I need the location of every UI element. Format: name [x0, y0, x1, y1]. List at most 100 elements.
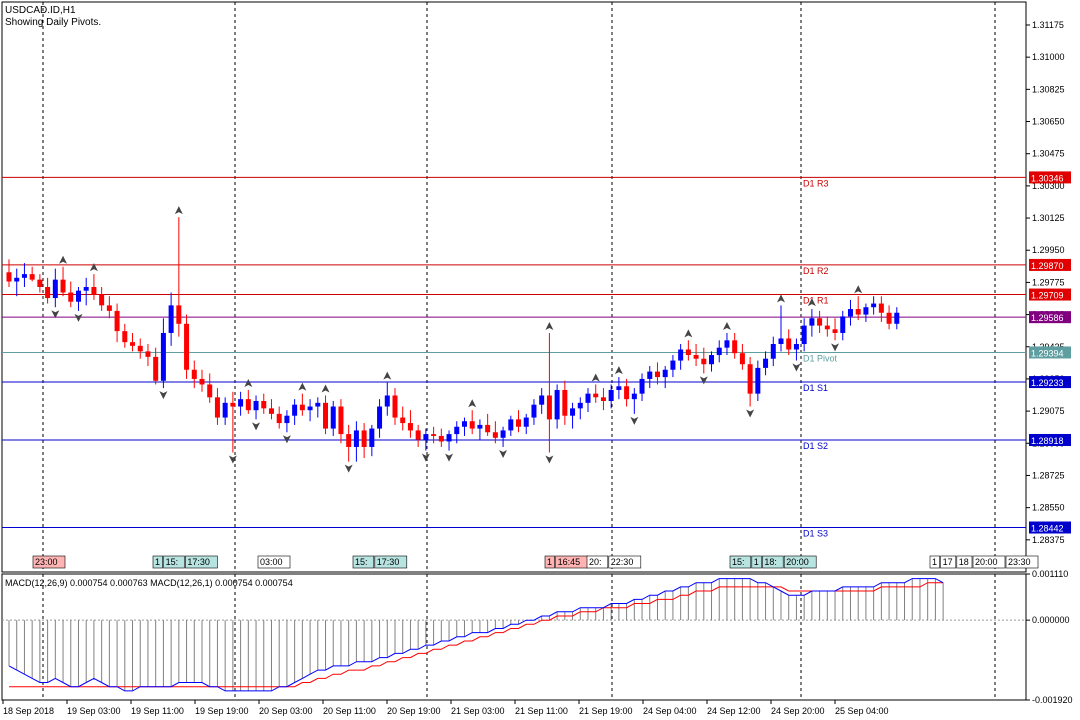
macd-header: MACD(12,26,9) 0.000754 0.000763 MACD(12,… — [5, 578, 293, 588]
candle-body — [732, 340, 738, 354]
candle-body — [531, 404, 537, 418]
candle-body — [755, 367, 761, 394]
price-tag — [1029, 258, 1071, 271]
pivot-label: D1 S3 — [803, 529, 828, 539]
pivot-label: D1 S2 — [803, 441, 828, 451]
time-tick-label: 24 Sep 04:00 — [643, 706, 697, 716]
fractal-down-arrow — [445, 453, 454, 462]
period-tag-label: 15: — [732, 557, 745, 567]
candle-body — [377, 406, 383, 429]
macd-panel — [1, 573, 1027, 701]
candle-body — [523, 417, 529, 427]
macd-tick-label: -0.001920 — [1032, 695, 1073, 705]
chart-subtitle: Showing Daily Pivots. — [5, 17, 101, 28]
candle-body — [693, 355, 699, 359]
fractal-up-arrow — [298, 382, 307, 391]
time-tick-label: 25 Sep 04:00 — [835, 706, 889, 716]
macd-tick-label: 0.001110 — [1032, 569, 1068, 579]
candle-body — [739, 353, 745, 365]
candle-body — [624, 386, 630, 400]
period-tag-label: 20:00 — [975, 557, 998, 567]
time-tick-label: 21 Sep 03:00 — [451, 706, 505, 716]
candle-body — [191, 369, 197, 379]
candle-body — [222, 402, 228, 418]
period-tag — [783, 555, 817, 569]
candle-body — [323, 402, 329, 429]
candle-body — [415, 430, 421, 440]
candle-body — [307, 406, 313, 411]
time-tick-label: 19 Sep 19:00 — [195, 706, 249, 716]
period-tag-label: 17:30 — [377, 557, 400, 567]
candle-body — [585, 393, 591, 403]
candle-body — [446, 434, 452, 442]
candle-body — [384, 395, 390, 407]
candle-body — [353, 430, 359, 447]
price-tick-label: 1.28725 — [1032, 470, 1065, 480]
price-tick-label: 1.30475 — [1032, 149, 1065, 159]
period-tag — [608, 555, 642, 569]
candle-body — [245, 399, 251, 411]
candle-body — [338, 406, 344, 435]
candle-body — [91, 287, 97, 295]
candle-body — [747, 364, 753, 394]
candle-body — [392, 395, 398, 418]
candle-body — [330, 406, 336, 429]
fractal-down-arrow — [545, 455, 554, 464]
candle-body — [137, 345, 143, 352]
price-tag — [1029, 171, 1071, 184]
candle-body — [431, 434, 437, 436]
period-tag — [352, 555, 375, 569]
candle-body — [168, 305, 174, 333]
period-tag-label: 20: — [589, 557, 602, 567]
price-tick-label: 1.29775 — [1032, 277, 1065, 287]
candle-body — [546, 395, 552, 420]
candle-body — [709, 355, 715, 365]
candle-body — [99, 294, 105, 306]
period-tag-label: 03:00 — [260, 557, 283, 567]
candle-body — [685, 349, 691, 356]
period-tag — [544, 555, 555, 569]
period-tag-label: 23:00 — [35, 557, 58, 567]
fractal-up-arrow — [684, 329, 693, 338]
candle-body — [176, 305, 182, 324]
fractal-down-arrow — [831, 343, 840, 352]
candle-body — [492, 432, 498, 438]
candle-body — [855, 309, 861, 315]
period-tag — [374, 555, 408, 569]
fractal-down-arrow — [421, 453, 430, 462]
candle-body — [68, 292, 74, 302]
candle-body — [21, 274, 27, 278]
candle-body — [438, 435, 444, 442]
period-tag-label: 22:30 — [611, 557, 634, 567]
candle-body — [454, 426, 460, 435]
candle-body — [477, 424, 483, 429]
period-tag-label: 23:30 — [1008, 557, 1031, 567]
fractal-down-arrow — [499, 449, 508, 458]
candle-body — [6, 272, 12, 282]
price-tick-label: 1.28375 — [1032, 535, 1065, 545]
candle-body — [716, 347, 722, 356]
fractal-up-arrow — [591, 373, 600, 382]
candle-body — [863, 307, 869, 315]
price-tick-label: 1.31175 — [1032, 20, 1064, 30]
candle-body — [500, 430, 506, 438]
period-tag — [940, 555, 957, 569]
candle-body — [253, 401, 259, 411]
fractal-down-arrow — [228, 455, 237, 464]
candle-body — [153, 356, 159, 381]
time-tick-label: 21 Sep 11:00 — [515, 706, 568, 716]
period-tag — [956, 555, 973, 569]
candle-body — [793, 344, 799, 350]
period-tag-label: 18: — [764, 557, 777, 567]
candle-body — [801, 325, 807, 344]
candle-body — [214, 397, 220, 418]
fractal-down-arrow — [51, 310, 60, 319]
candle-body — [670, 360, 676, 370]
candle-body — [894, 312, 900, 324]
candle-body — [832, 329, 838, 333]
period-tag-label: 18 — [959, 557, 969, 567]
candle-body — [292, 404, 298, 416]
candle-body — [562, 389, 568, 416]
fractal-down-arrow — [282, 435, 291, 444]
